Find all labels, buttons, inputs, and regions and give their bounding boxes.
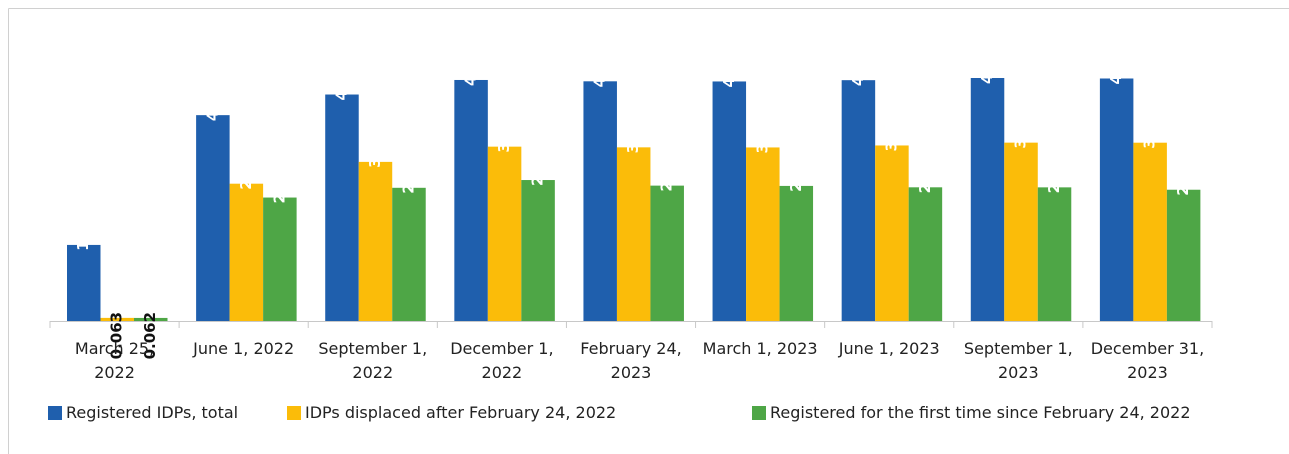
bar [392,187,426,321]
value-label: 4.579 [332,53,350,100]
x-tick-label: December 1, 2022 [450,339,554,382]
value-label: 1.538 [74,203,92,250]
value-label: 4.903 [1107,37,1125,84]
bar [712,81,747,321]
bar [487,146,522,321]
legend-label: Registered for the first time since Febr… [770,403,1191,422]
value-label: 4.843 [720,40,738,87]
value-label: 3.606 [1012,101,1030,148]
x-tick-label: September 1, 2023 [963,339,1073,382]
bar [263,197,297,321]
bar [358,161,393,321]
bar [325,94,359,322]
value-label: 3.511 [624,106,642,153]
value-label: 4.913 [978,37,996,84]
value-label: 3.605 [1141,101,1159,148]
bar [454,79,488,321]
bar [1037,187,1072,321]
value-label: 2.703 [916,146,934,193]
x-tick-label: March 1, 2023 [702,339,818,358]
legend-swatch [287,405,301,420]
bar [1004,142,1038,321]
legend-label: Registered IDPs, total [66,403,239,422]
bar [134,317,168,321]
value-label: 2.776 [237,142,255,189]
x-tick-label: June 1, 2022 [193,339,295,358]
value-label: 2.693 [399,146,417,193]
bar [616,147,651,321]
x-tick-label: December 31, 2023 [1090,339,1205,382]
bar [779,185,814,321]
value-label: 3.509 [753,106,771,153]
legend-swatch [48,405,62,420]
value-label: 2.731 [787,144,805,191]
bar [521,180,555,321]
value-label: 4.162 [203,74,221,121]
legend-label: IDPs displaced after February 24, 2022 [305,403,617,422]
bar [970,78,1005,321]
legend-item: Registered for the first time since Febr… [752,403,1191,422]
bar [1099,78,1134,322]
bar [583,81,617,321]
x-tick-label: June 1, 2023 [838,339,940,358]
value-label: 3.217 [366,120,384,167]
x-tick-label: September 1, 2022 [318,339,428,382]
value-label: 2.737 [658,144,676,191]
value-label: 0.063 [108,312,126,359]
value-label: 2.702 [1045,146,1063,193]
x-tick-label: February 24, 2023 [580,339,682,382]
bar [908,187,943,321]
bar [196,115,230,321]
legend-item: Registered IDPs, total [48,403,238,422]
bar [1133,142,1167,321]
value-label: 0.062 [141,312,159,359]
value-label: 3.549 [882,104,900,151]
bar [746,147,780,321]
legend-swatch [752,405,766,420]
value-label: 2.654 [1174,148,1192,195]
legend-item: IDPs displaced after February 24, 2022 [287,403,616,422]
bar [100,317,134,321]
value-label: 3.525 [495,105,513,152]
bar [841,80,876,321]
bar [1166,189,1201,321]
value-label: 4.869 [849,39,867,86]
bar [875,145,909,321]
x-tick-label: March 25, 2022 [74,339,155,382]
value-label: 2.496 [270,156,288,203]
value-label: 2.850 [529,139,547,186]
bar [650,185,684,321]
value-label: 4.873 [462,39,480,86]
bar [229,183,264,321]
bar [67,244,101,321]
value-label: 4.846 [591,40,609,87]
